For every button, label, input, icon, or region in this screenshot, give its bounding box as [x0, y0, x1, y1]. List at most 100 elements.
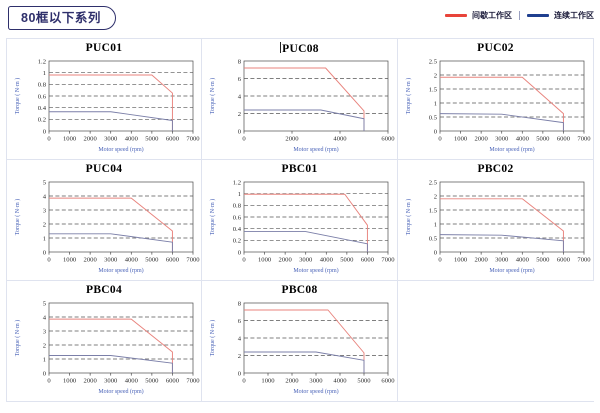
plot-frame [439, 181, 585, 253]
legend-label-intermittent: 间歇工作区 [472, 10, 512, 20]
y-tick-label: 0.2 [233, 238, 241, 245]
y-tick-label: 3 [43, 328, 47, 335]
y-tick-label: 2.5 [429, 58, 438, 65]
y-tick-label: 0.6 [38, 93, 47, 100]
x-tick-label: 2000 [285, 378, 299, 385]
chart-title: PUC02 [398, 42, 593, 54]
chart-title-text: PUC04 [85, 163, 123, 175]
y-tick-label: 8 [238, 300, 242, 307]
y-axis-label: Torque ( N·m ) [405, 78, 412, 114]
x-tick-label: 4000 [125, 136, 139, 143]
y-axis-label: Torque ( N·m ) [14, 199, 21, 235]
y-tick-label: 5 [43, 300, 47, 307]
x-tick-label: 1000 [258, 257, 272, 264]
x-tick-label: 2000 [279, 257, 293, 264]
y-tick-label: 0 [434, 249, 438, 256]
x-tick-label: 1000 [454, 257, 468, 264]
series-badge: 80框以下系列 [8, 6, 116, 30]
x-tick-label: 6000 [557, 136, 571, 143]
chart-cell-empty [398, 281, 594, 401]
x-tick-label: 6000 [166, 257, 180, 264]
y-tick-label: 1 [43, 356, 46, 363]
chart-cell-pbc08: PBC08 0 2 4 6 8 0 1000 2000 3000 4000 5000 6000 Motor… [202, 281, 398, 401]
chart-cell-puc08: PUC08 0 2 4 6 8 0 2000 4000 6000 Motor speed (rpm)… [202, 39, 398, 159]
sheet-header: 80框以下系列 间歇工作区 连续工作区 [0, 0, 600, 36]
y-axis-label: Torque ( N·m ) [209, 320, 216, 356]
x-axis-label: Motor speed (rpm) [489, 146, 534, 153]
chart-plot: 0 0.5 1 1.5 2 2.5 0 1000 2000 3000 4000 5000 6000 700… [405, 179, 591, 274]
y-tick-label: 2 [434, 193, 437, 200]
chart-plot: 0 2 4 6 8 0 2000 4000 6000 Motor speed (rpm) Torqu… [209, 58, 395, 153]
x-tick-label: 3000 [299, 257, 313, 264]
x-tick-label: 0 [242, 378, 246, 385]
chart-grid: PUC01 0 0.2 0.4 0.6 0.8 1 1.2 0 1000 2000 3000 4000 5… [6, 38, 594, 409]
x-tick-label: 7000 [186, 136, 200, 143]
x-tick-label: 5000 [340, 257, 354, 264]
series-line-intermittent [244, 309, 365, 373]
x-tick-label: 7000 [577, 257, 591, 264]
x-tick-label: 1000 [63, 136, 77, 143]
y-tick-label: 1 [434, 221, 437, 228]
chart-cell-pbc04: PBC04 0 1 2 3 4 5 0 1000 2000 3000 4000 5000 6000 7000… [6, 281, 202, 401]
legend-line-red-icon [445, 14, 467, 17]
y-tick-label: 1.5 [429, 86, 438, 93]
x-tick-label: 0 [242, 257, 246, 264]
y-tick-label: 2 [238, 353, 241, 360]
y-tick-label: 3 [43, 207, 47, 214]
series-line-intermittent [49, 74, 173, 131]
x-tick-label: 7000 [577, 136, 591, 143]
x-tick-label: 0 [438, 136, 442, 143]
y-tick-label: 0.4 [38, 105, 47, 112]
x-tick-label: 5000 [536, 136, 550, 143]
x-tick-label: 0 [242, 136, 246, 143]
x-tick-label: 6000 [557, 257, 571, 264]
y-tick-label: 0.4 [233, 226, 242, 233]
x-tick-label: 1000 [454, 136, 468, 143]
x-axis-label: Motor speed (rpm) [489, 267, 534, 274]
x-tick-label: 2000 [475, 136, 489, 143]
series-line-continuous [49, 233, 173, 252]
y-tick-label: 4 [43, 193, 47, 200]
y-tick-label: 1 [43, 235, 46, 242]
chart-row: PBC04 0 1 2 3 4 5 0 1000 2000 3000 4000 5000 6000 7000… [6, 281, 594, 402]
chart-plot: 0 0.5 1 1.5 2 2.5 0 1000 2000 3000 4000 5000 6000 700… [405, 58, 591, 153]
text-caret-icon [280, 42, 282, 53]
y-tick-label: 0.8 [233, 203, 242, 210]
chart-title-text: PBC01 [281, 163, 318, 175]
chart-title: PUC04 [7, 163, 201, 175]
chart-title: PUC08 [202, 42, 397, 55]
y-tick-label: 6 [238, 76, 242, 83]
x-tick-label: 5000 [145, 378, 159, 385]
series-line-continuous [244, 109, 365, 131]
x-axis-label: Motor speed (rpm) [98, 388, 143, 395]
legend-label-continuous: 连续工作区 [554, 10, 594, 20]
x-tick-label: 7000 [186, 257, 200, 264]
chart-title-text: PUC08 [282, 43, 319, 55]
y-tick-label: 0.8 [38, 82, 47, 89]
y-tick-label: 8 [238, 58, 242, 65]
series-badge-label: 80框以下系列 [21, 10, 101, 25]
y-tick-label: 1.2 [233, 179, 241, 186]
series-line-intermittent [49, 197, 173, 252]
chart-plot: 0 2 4 6 8 0 1000 2000 3000 4000 5000 6000 Motor spee… [209, 300, 395, 395]
series-line-continuous [439, 113, 564, 131]
x-tick-label: 4000 [333, 136, 347, 143]
x-tick-label: 4000 [516, 257, 530, 264]
x-tick-label: 0 [47, 136, 51, 143]
y-tick-label: 2 [434, 72, 437, 79]
series-line-intermittent [440, 76, 564, 131]
x-tick-label: 2000 [84, 257, 98, 264]
plot-frame [439, 60, 585, 132]
chart-title: PBC04 [7, 284, 201, 296]
x-tick-label: 4000 [125, 257, 139, 264]
y-tick-label: 0.6 [233, 214, 242, 221]
x-tick-label: 6000 [361, 257, 375, 264]
series-line-continuous [439, 234, 564, 252]
chart-title-text: PBC08 [281, 284, 318, 296]
x-tick-label: 2000 [285, 136, 299, 143]
x-tick-label: 3000 [104, 257, 118, 264]
series-line-continuous [244, 231, 368, 252]
chart-title-text: PBC02 [477, 163, 514, 175]
y-tick-label: 0 [43, 249, 47, 256]
y-axis-label: Torque ( N·m ) [209, 78, 216, 114]
